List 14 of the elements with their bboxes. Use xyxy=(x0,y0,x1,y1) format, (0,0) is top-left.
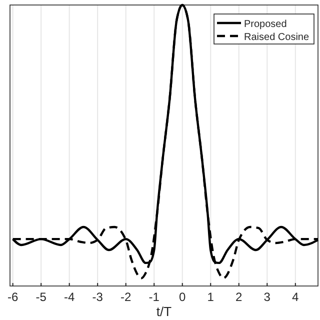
x-tick-label: 0 xyxy=(179,290,186,304)
x-tick-label: -5 xyxy=(36,290,47,304)
x-tick-label: 3 xyxy=(264,290,271,304)
x-axis-title: t/T xyxy=(156,304,172,319)
x-tick-label: -4 xyxy=(64,290,75,304)
legend-label: Raised Cosine xyxy=(244,32,310,43)
x-tick-label: -1 xyxy=(148,290,160,304)
legend-label: Proposed xyxy=(244,19,287,30)
x-tick-label: -2 xyxy=(120,290,132,304)
x-tick-label: 4 xyxy=(292,290,300,304)
x-tick-label: -3 xyxy=(92,290,104,304)
x-tick-label: -6 xyxy=(7,290,18,304)
x-tick-label: 2 xyxy=(236,290,243,304)
x-tick-label: 1 xyxy=(207,290,214,304)
